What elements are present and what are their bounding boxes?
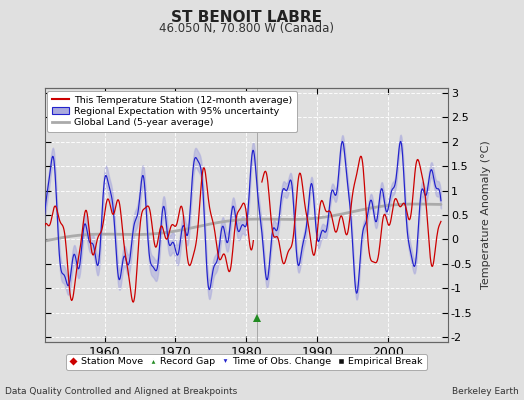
Text: Data Quality Controlled and Aligned at Breakpoints: Data Quality Controlled and Aligned at B… [5,387,237,396]
Legend: This Temperature Station (12-month average), Regional Expectation with 95% uncer: This Temperature Station (12-month avera… [47,91,297,132]
Text: Berkeley Earth: Berkeley Earth [452,387,519,396]
Text: ST BENOIT LABRE: ST BENOIT LABRE [171,10,322,25]
Text: 46.050 N, 70.800 W (Canada): 46.050 N, 70.800 W (Canada) [159,22,334,35]
Y-axis label: Temperature Anomaly (°C): Temperature Anomaly (°C) [481,141,491,289]
Legend: Station Move, Record Gap, Time of Obs. Change, Empirical Break: Station Move, Record Gap, Time of Obs. C… [66,354,427,370]
